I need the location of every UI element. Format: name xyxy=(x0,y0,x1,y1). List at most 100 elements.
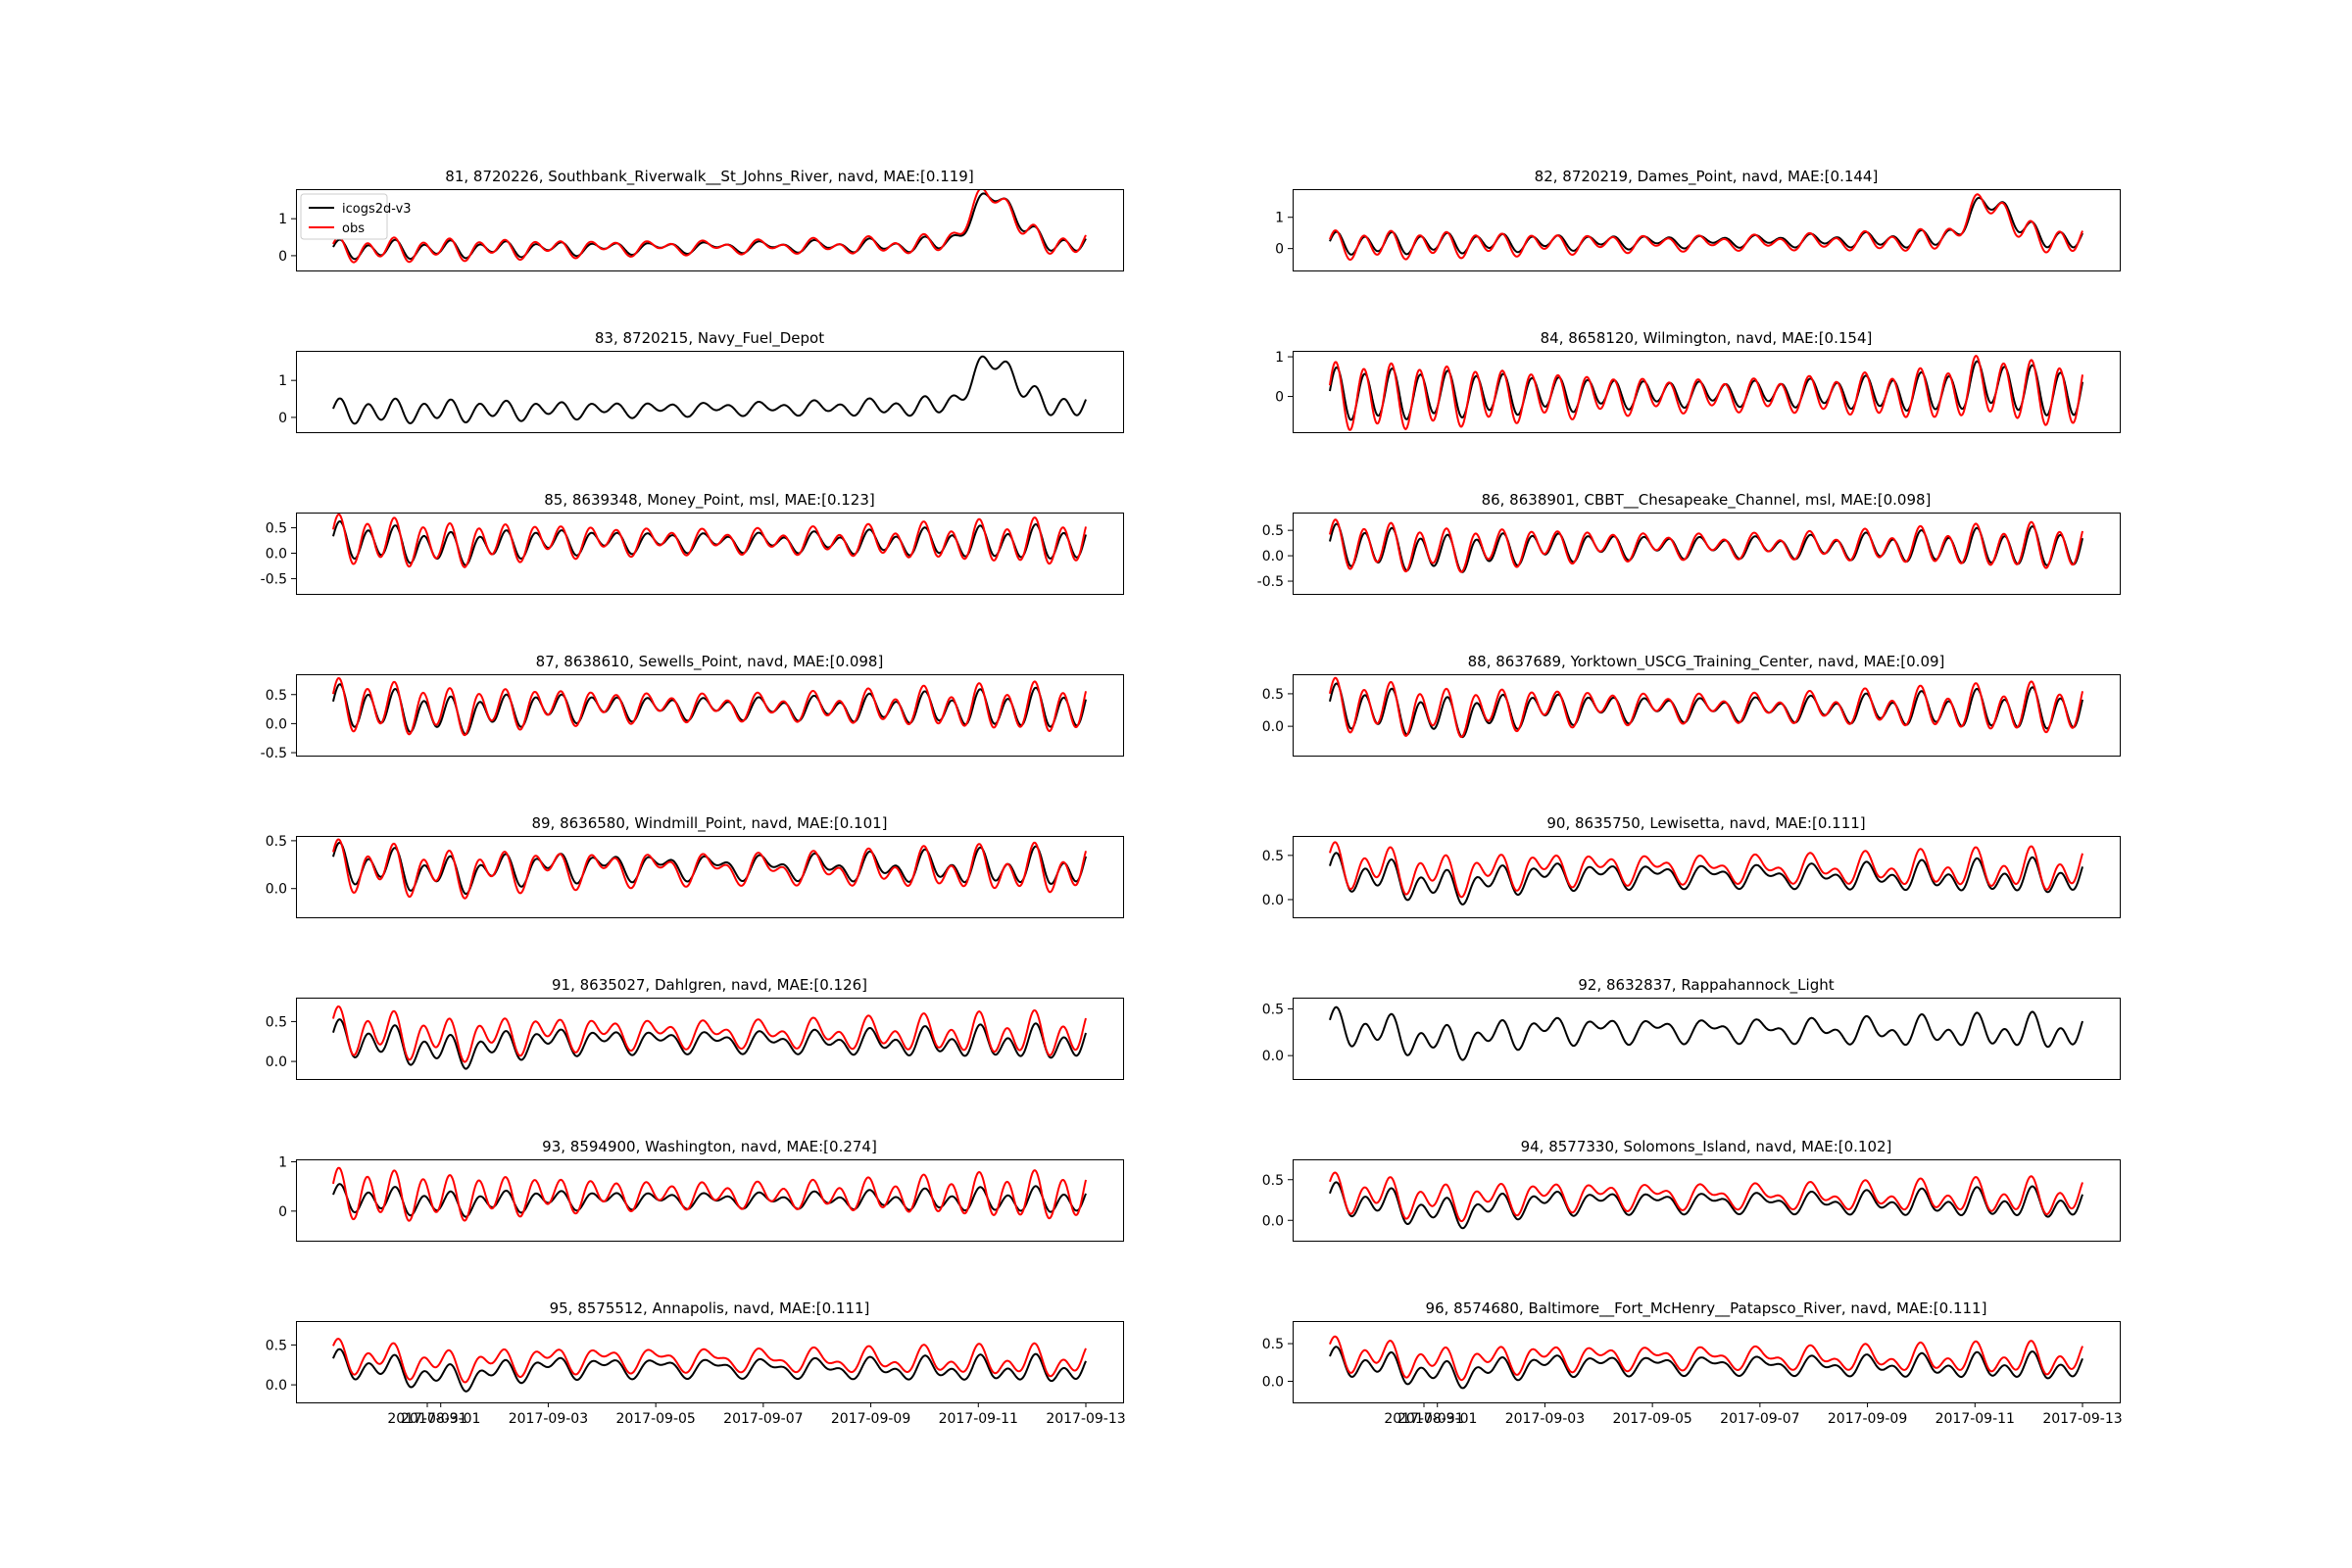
panel-title: 81, 8720226, Southbank_Riverwalk__St_Joh… xyxy=(445,168,973,186)
y-tick-label: -0.5 xyxy=(261,746,287,761)
panel-title: 83, 8720215, Navy_Fuel_Depot xyxy=(595,329,824,348)
series-obs-line xyxy=(1329,1335,2083,1382)
panel-title: 93, 8594900, Washington, navd, MAE:[0.27… xyxy=(542,1138,877,1155)
series-model-line xyxy=(1329,1181,2083,1230)
panel-1: 81, 8720226, Southbank_Riverwalk__St_Joh… xyxy=(278,168,1124,271)
y-tick-label: 0.0 xyxy=(266,1378,287,1394)
panel-10: 90, 8635750, Lewisetta, navd, MAE:[0.111… xyxy=(1262,814,2121,918)
panel-title: 95, 8575512, Annapolis, navd, MAE:[0.111… xyxy=(550,1299,870,1317)
legend-label: icogs2d-v3 xyxy=(342,202,412,217)
series-obs-line xyxy=(1329,518,2083,573)
series-obs-line xyxy=(332,838,1087,900)
series-model-line xyxy=(332,355,1087,425)
y-tick-label: 0.5 xyxy=(266,1014,287,1030)
plot-area xyxy=(332,1166,1087,1222)
x-tick-label: 2017-09-09 xyxy=(1828,1411,1907,1427)
panel-8: 88, 8637689, Yorktown_USCG_Training_Cent… xyxy=(1262,653,2121,757)
x-tick-label: 2017-09-07 xyxy=(1720,1411,1799,1427)
y-tick-label: 0.0 xyxy=(266,1054,287,1070)
series-model-line xyxy=(1329,1346,2083,1390)
y-tick-label: 1 xyxy=(278,1155,287,1171)
y-tick-label: 0.5 xyxy=(266,521,287,537)
plot-area xyxy=(1329,518,2083,573)
panel-9: 89, 8636580, Windmill_Point, navd, MAE:[… xyxy=(266,814,1124,918)
x-tick-label: 2017-09-13 xyxy=(2042,1411,2122,1427)
panel-title: 94, 8577330, Solomons_Island, navd, MAE:… xyxy=(1521,1138,1892,1156)
axes-frame xyxy=(1293,513,2121,595)
series-obs-line xyxy=(1329,355,2083,431)
y-tick-label: 0.5 xyxy=(266,1338,287,1353)
axes-frame xyxy=(296,998,1124,1080)
y-tick-label: 0.5 xyxy=(1262,1002,1284,1017)
series-model-line xyxy=(1329,360,2083,421)
x-tick-label: 2017-09-13 xyxy=(1046,1411,1125,1427)
plot-area xyxy=(332,1004,1087,1070)
series-model-line xyxy=(1329,1005,2083,1061)
x-tick-label: 2017-09-05 xyxy=(615,1411,695,1427)
y-tick-label: 0.0 xyxy=(1262,1213,1284,1229)
axes-frame xyxy=(1293,1159,2121,1242)
panel-13: 93, 8594900, Washington, navd, MAE:[0.27… xyxy=(278,1138,1124,1242)
panel-title: 96, 8574680, Baltimore__Fort_McHenry__Pa… xyxy=(1426,1299,1987,1318)
x-tick-label: 2017-09-01 xyxy=(1397,1411,1477,1427)
panel-4: 84, 8658120, Wilmington, navd, MAE:[0.15… xyxy=(1275,329,2121,433)
panel-title: 90, 8635750, Lewisetta, navd, MAE:[0.111… xyxy=(1546,814,1865,832)
y-tick-label: 0 xyxy=(278,411,287,426)
axes-frame xyxy=(296,513,1124,595)
axes-frame xyxy=(296,351,1124,433)
series-model-line xyxy=(332,841,1087,896)
y-tick-label: -0.5 xyxy=(1257,574,1284,590)
x-tick-label: 2017-09-01 xyxy=(401,1411,480,1427)
panel-title: 91, 8635027, Dahlgren, navd, MAE:[0.126] xyxy=(552,976,867,994)
y-tick-label: 0.0 xyxy=(1262,719,1284,735)
y-tick-label: 0.5 xyxy=(1262,1173,1284,1189)
y-tick-label: 1 xyxy=(278,212,287,227)
legend: icogs2d-v3 obs xyxy=(300,193,412,240)
axes-frame xyxy=(1293,674,2121,757)
y-tick-label: 0.5 xyxy=(266,688,287,704)
y-tick-label: 0.5 xyxy=(1262,523,1284,539)
plot-area xyxy=(332,838,1087,900)
panel-5: 85, 8639348, Money_Point, msl, MAE:[0.12… xyxy=(261,491,1124,595)
series-obs-line xyxy=(1329,1171,2083,1223)
panel-title: 88, 8637689, Yorktown_USCG_Training_Cent… xyxy=(1468,653,1945,671)
x-tick-label: 2017-08-31 xyxy=(387,1411,466,1427)
series-obs-line xyxy=(332,1166,1087,1222)
panel-3: 83, 8720215, Navy_Fuel_Depot 0 1 xyxy=(278,329,1124,433)
axes-frame xyxy=(1293,189,2121,271)
plot-area xyxy=(1329,676,2083,739)
panel-16: 96, 8574680, Baltimore__Fort_McHenry__Pa… xyxy=(1262,1299,2123,1427)
series-obs-line xyxy=(332,514,1087,568)
series-obs-line xyxy=(332,1004,1087,1063)
plot-area xyxy=(332,355,1087,425)
x-tick-label: 2017-08-31 xyxy=(1384,1411,1463,1427)
y-tick-label: 1 xyxy=(1275,350,1284,366)
axes-frame xyxy=(1293,1321,2121,1403)
plot-area xyxy=(332,1338,1087,1393)
axes-frame xyxy=(296,1159,1124,1242)
panel-title: 86, 8638901, CBBT__Chesapeake_Channel, m… xyxy=(1482,491,1932,510)
x-tick-label: 2017-09-07 xyxy=(723,1411,803,1427)
axes-frame xyxy=(1293,351,2121,433)
plot-area xyxy=(1329,355,2083,431)
plot-area xyxy=(1329,1335,2083,1390)
panel-2: 82, 8720219, Dames_Point, navd, MAE:[0.1… xyxy=(1275,168,2121,271)
plot-area xyxy=(332,514,1087,568)
series-model-line xyxy=(332,1348,1087,1393)
x-tick-label: 2017-09-05 xyxy=(1612,1411,1691,1427)
series-obs-line xyxy=(332,1338,1087,1384)
axes-frame xyxy=(296,836,1124,918)
panel-15: 95, 8575512, Annapolis, navd, MAE:[0.111… xyxy=(266,1299,1126,1427)
y-tick-label: 0.0 xyxy=(266,716,287,732)
y-tick-label: -0.5 xyxy=(261,571,287,587)
x-tick-label: 2017-09-11 xyxy=(1936,1411,2015,1427)
axes-frame xyxy=(1293,998,2121,1080)
legend-label: obs xyxy=(342,221,365,236)
plot-area xyxy=(332,189,1087,264)
series-obs-line xyxy=(1329,193,2083,262)
y-tick-label: 0.0 xyxy=(1262,893,1284,908)
series-obs-line xyxy=(332,189,1087,264)
y-tick-label: 0 xyxy=(1275,390,1284,406)
y-tick-label: 0.0 xyxy=(1262,1049,1284,1064)
plot-area xyxy=(1329,1005,2083,1061)
